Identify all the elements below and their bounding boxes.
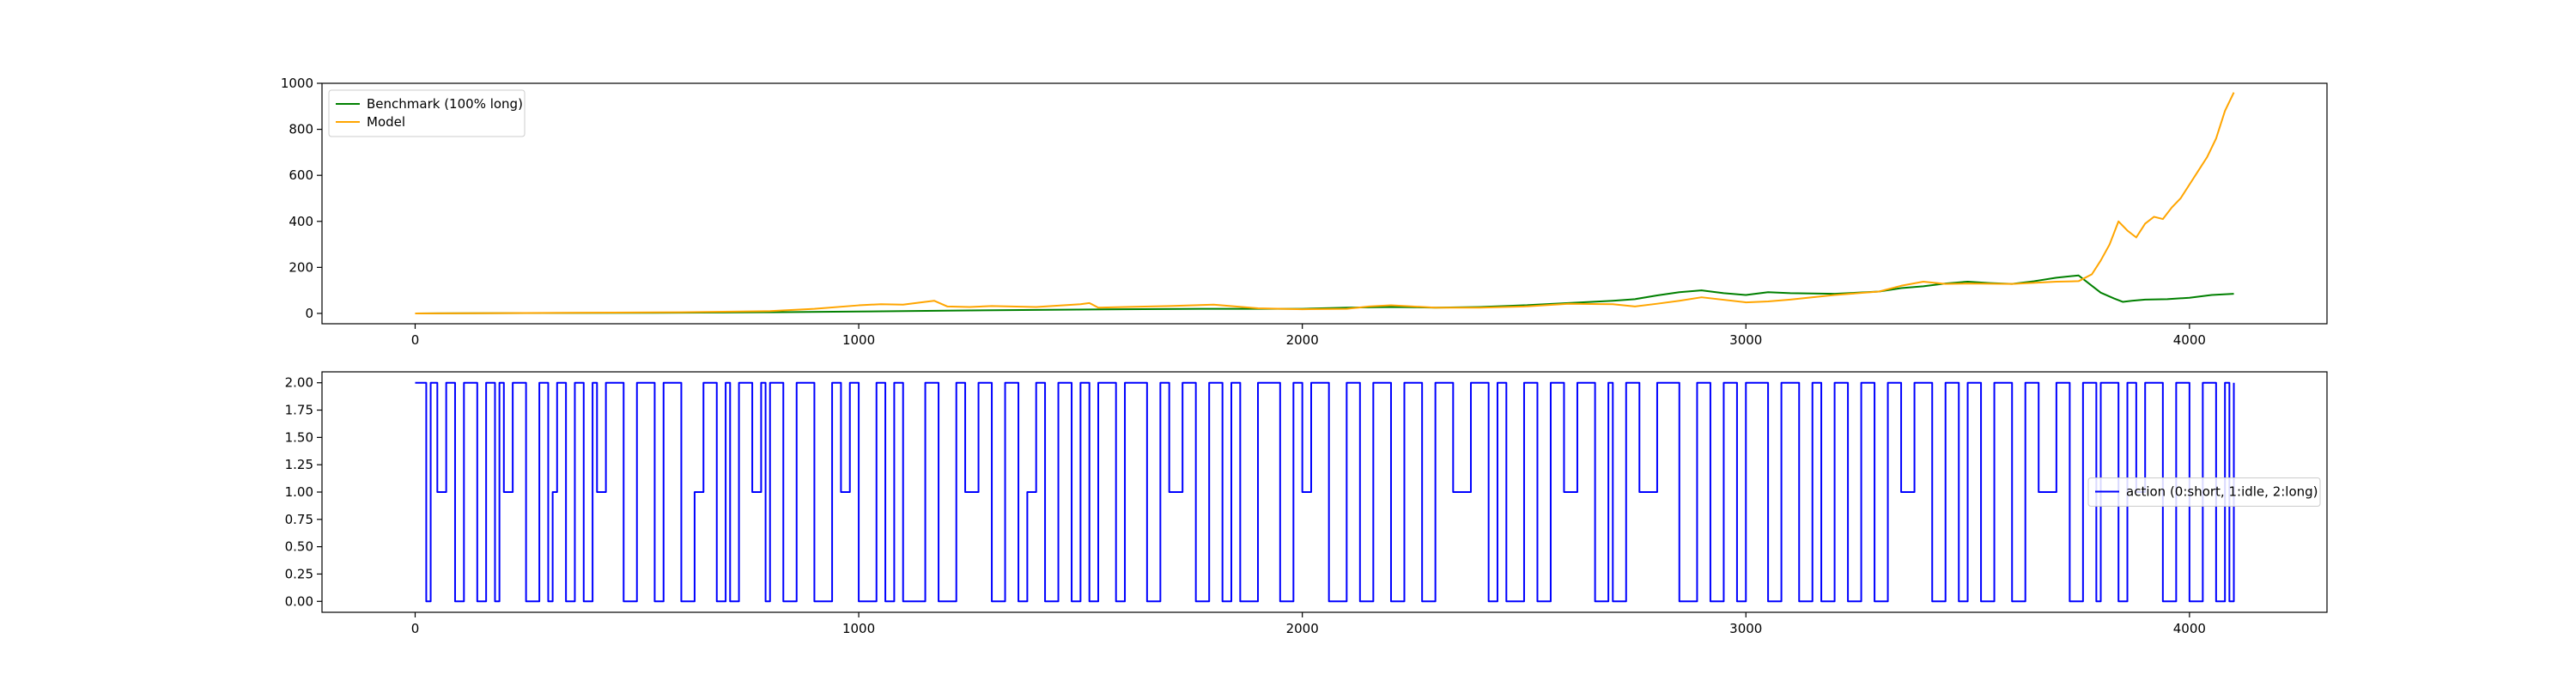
y-tick-label: 200	[289, 259, 313, 275]
y-tick-label: 1.50	[285, 429, 313, 445]
series-group	[415, 92, 2235, 314]
legend-label: action (0:short, 1:idle, 2:long)	[2126, 484, 2318, 500]
y-tick-label: 0.75	[285, 512, 313, 527]
x-tick-label: 1000	[842, 332, 875, 348]
y-tick-label: 1.00	[285, 484, 313, 500]
x-tick-label: 3000	[1729, 332, 1762, 348]
y-tick-label: 1.75	[285, 403, 313, 418]
x-tick-label: 0	[411, 621, 420, 636]
series-group	[415, 381, 2235, 603]
legend: action (0:short, 1:idle, 2:long)	[2087, 477, 2321, 507]
y-tick-label: 0.50	[285, 539, 313, 555]
legend-box	[328, 89, 526, 137]
x-tick-label: 2000	[1286, 332, 1319, 348]
y-tick-label: 1.25	[285, 457, 313, 472]
x-tick-label: 4000	[2173, 621, 2206, 636]
y-tick-label: 2.00	[285, 375, 313, 391]
y-tick-label: 0.00	[285, 593, 313, 609]
y-tick-label: 800	[289, 122, 313, 137]
chart-2: 0 1000 2000 3000 4000 0.00 0.25 0.50 0.75 1.00 1.2…	[285, 371, 2328, 636]
legend-box	[2087, 477, 2321, 507]
series-line-1	[415, 381, 2235, 603]
y-tick-label: 0	[305, 306, 313, 321]
legend: Benchmark (100% long) Model	[328, 89, 526, 137]
y-tick-label: 0.25	[285, 566, 313, 581]
legend-label: Benchmark (100% long)	[367, 96, 523, 112]
x-tick-label: 0	[411, 332, 420, 348]
x-tick-label: 4000	[2173, 332, 2206, 348]
y-tick-label: 600	[289, 167, 313, 183]
y-tick-label: 1000	[281, 76, 313, 91]
plot-area	[322, 83, 2327, 324]
series-line-1	[415, 274, 2234, 314]
axes-frame	[321, 82, 2328, 325]
x-tick-label: 3000	[1729, 621, 1762, 636]
x-tick-label: 2000	[1286, 621, 1319, 636]
plot-area	[322, 372, 2327, 612]
x-tick-label: 1000	[842, 621, 875, 636]
legend-label: Model	[367, 114, 405, 130]
series-line-2	[415, 92, 2235, 314]
chart-1: 0 1000 2000 3000 4000 0 200 400 600 800 1000 Benchm…	[281, 76, 2328, 348]
y-tick-label: 400	[289, 214, 313, 229]
